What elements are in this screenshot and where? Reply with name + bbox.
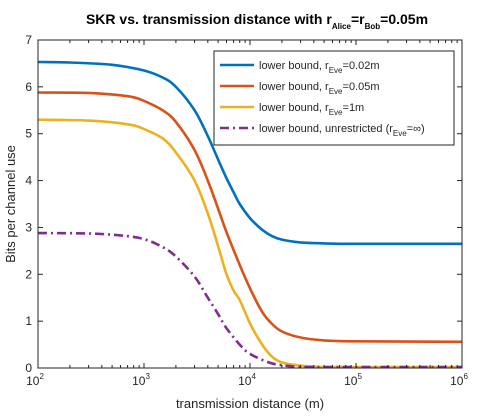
series-line-1 — [37, 60, 463, 246]
x-tick-label: 106 — [450, 372, 468, 388]
chart-title: SKR vs. transmission distance with rAlic… — [86, 11, 428, 31]
legend-label-4: lower bound, unrestricted (rEve=∞) — [259, 123, 425, 138]
legend-label-1: lower bound, rEve=0.02m — [259, 60, 380, 75]
x-axis-label: transmission distance (m) — [176, 396, 324, 411]
y-tick-label: 3 — [25, 220, 32, 234]
x-tick-label: 105 — [344, 372, 362, 388]
legend: lower bound, rEve=0.02m lower bound, rEve… — [213, 50, 455, 146]
y-axis-label: Bits per channel use — [3, 145, 18, 263]
y-tick-label: 7 — [25, 33, 32, 47]
y-tick-label: 0 — [25, 361, 32, 375]
y-tick-label: 6 — [25, 80, 32, 94]
legend-box — [213, 50, 455, 146]
y-tick-label: 1 — [25, 314, 32, 328]
y-tick-label: 5 — [25, 127, 32, 141]
legend-label-2: lower bound, rEve=0.05m — [259, 81, 380, 96]
y-tick-label: 2 — [25, 267, 32, 281]
x-tick-label: 102 — [26, 372, 44, 388]
x-tick-label: 104 — [238, 372, 256, 388]
series-line-2 — [37, 91, 463, 344]
legend-label-3: lower bound, rEve=1m — [259, 102, 364, 117]
series-line-4 — [37, 231, 462, 369]
y-tick-label: 4 — [25, 174, 32, 188]
x-tick-label: 103 — [132, 372, 150, 388]
